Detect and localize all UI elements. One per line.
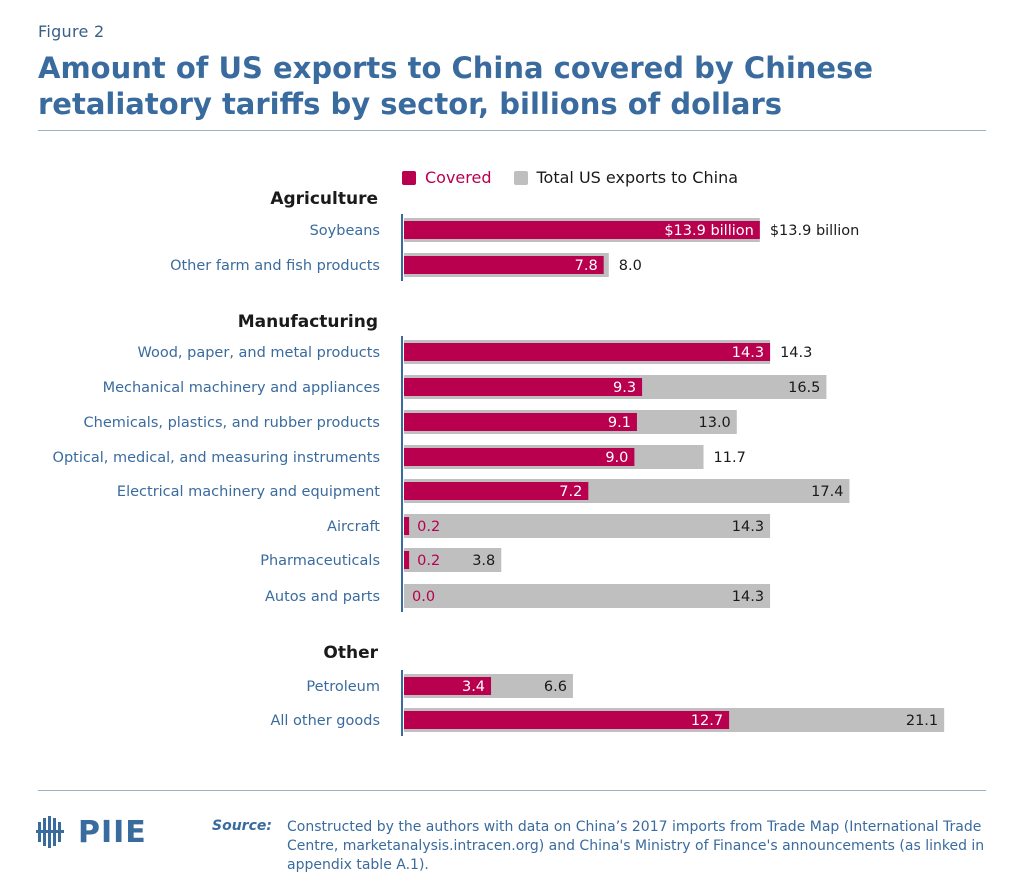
group-header-other: Other: [323, 643, 378, 663]
piie-logo-text: PIIE: [78, 814, 147, 850]
total-value-other-farm-and-fish-products: 8.0: [619, 258, 642, 274]
piie-logo-icon: [36, 816, 64, 848]
category-label-optical-medical-and-measuring-instruments: Optical, medical, and measuring instrume…: [53, 450, 380, 466]
covered-value-chemicals-plastics-and-rubber-products: 9.1: [608, 415, 631, 431]
chart-title: Amount of US exports to China covered by…: [38, 51, 874, 121]
legend-total-label: Total US exports to China: [536, 168, 739, 187]
covered-bar-wood-paper-and-metal-products: [404, 343, 771, 361]
legend-covered-label: Covered: [425, 168, 492, 187]
bottom-divider: [38, 790, 986, 791]
total-value-soybeans: $13.9 billion: [770, 223, 860, 239]
category-label-soybeans: Soybeans: [310, 223, 380, 239]
covered-bar-petroleum: [404, 677, 492, 695]
covered-value-aircraft: 0.2: [417, 519, 440, 535]
source-text: Constructed by the authors with data on …: [287, 819, 985, 873]
bar-chart: Agriculture Soybeans $13.9 billion $13.9 bi…: [53, 189, 945, 736]
legend-covered: Covered: [402, 168, 492, 187]
category-label-aircraft: Aircraft: [327, 519, 380, 535]
category-label-other-farm-and-fish-products: Other farm and fish products: [170, 258, 380, 274]
covered-bar-all-other-goods: [404, 711, 730, 729]
covered-value-autos-and-parts: 0.0: [412, 589, 435, 605]
covered-value-other-farm-and-fish-products: 7.8: [575, 258, 598, 274]
legend-covered-swatch: [402, 170, 416, 185]
total-value-autos-and-parts: 14.3: [732, 589, 764, 605]
covered-bar-chemicals-plastics-and-rubber-products: [404, 413, 637, 431]
category-label-electrical-machinery-and-equipment: Electrical machinery and equipment: [117, 484, 380, 500]
group-header-agriculture: Agriculture: [270, 189, 378, 209]
covered-value-all-other-goods: 12.7: [691, 713, 723, 729]
covered-bar-soybeans: [404, 221, 760, 239]
group-header-manufacturing: Manufacturing: [238, 312, 378, 332]
total-value-aircraft: 14.3: [732, 519, 764, 535]
piie-logo: PIIE: [36, 814, 147, 850]
total-bar-aircraft: [404, 514, 771, 538]
figure-label: Figure 2: [38, 22, 105, 41]
category-label-petroleum: Petroleum: [306, 679, 380, 695]
total-value-petroleum: 6.6: [544, 679, 567, 695]
total-value-electrical-machinery-and-equipment: 17.4: [811, 484, 843, 500]
total-bar-autos-and-parts: [404, 584, 771, 608]
source-label: Source:: [212, 818, 272, 834]
category-label-all-other-goods: All other goods: [270, 713, 380, 729]
covered-value-electrical-machinery-and-equipment: 7.2: [559, 484, 582, 500]
category-label-autos-and-parts: Autos and parts: [265, 589, 380, 605]
category-label-pharmaceuticals: Pharmaceuticals: [260, 553, 380, 569]
covered-value-petroleum: 3.4: [462, 679, 485, 695]
covered-value-mechanical-machinery-and-appliances: 9.3: [613, 380, 636, 396]
covered-bar-pharmaceuticals: [404, 551, 410, 569]
covered-bar-electrical-machinery-and-equipment: [404, 482, 589, 500]
category-label-mechanical-machinery-and-appliances: Mechanical machinery and appliances: [103, 380, 380, 396]
legend: Covered Total US exports to China: [402, 168, 760, 187]
top-divider: [38, 130, 986, 131]
total-value-mechanical-machinery-and-appliances: 16.5: [788, 380, 820, 396]
covered-value-wood-paper-and-metal-products: 14.3: [732, 345, 764, 361]
covered-value-soybeans: $13.9 billion: [664, 223, 754, 239]
covered-bar-mechanical-machinery-and-appliances: [404, 378, 643, 396]
covered-bar-aircraft: [404, 517, 410, 535]
covered-value-optical-medical-and-measuring-instruments: 9.0: [605, 450, 628, 466]
category-label-chemicals-plastics-and-rubber-products: Chemicals, plastics, and rubber products: [84, 415, 380, 431]
covered-value-pharmaceuticals: 0.2: [417, 553, 440, 569]
total-value-pharmaceuticals: 3.8: [472, 553, 495, 569]
total-value-optical-medical-and-measuring-instruments: 11.7: [714, 450, 746, 466]
covered-bar-other-farm-and-fish-products: [404, 256, 604, 274]
total-bar-pharmaceuticals: [404, 548, 502, 572]
category-label-wood-paper-and-metal-products: Wood, paper, and metal products: [137, 345, 380, 361]
legend-total: Total US exports to China: [513, 168, 739, 187]
total-value-all-other-goods: 21.1: [906, 713, 938, 729]
covered-bar-optical-medical-and-measuring-instruments: [404, 448, 635, 466]
total-value-chemicals-plastics-and-rubber-products: 13.0: [699, 415, 731, 431]
total-value-wood-paper-and-metal-products: 14.3: [780, 345, 812, 361]
legend-total-swatch: [513, 170, 528, 185]
